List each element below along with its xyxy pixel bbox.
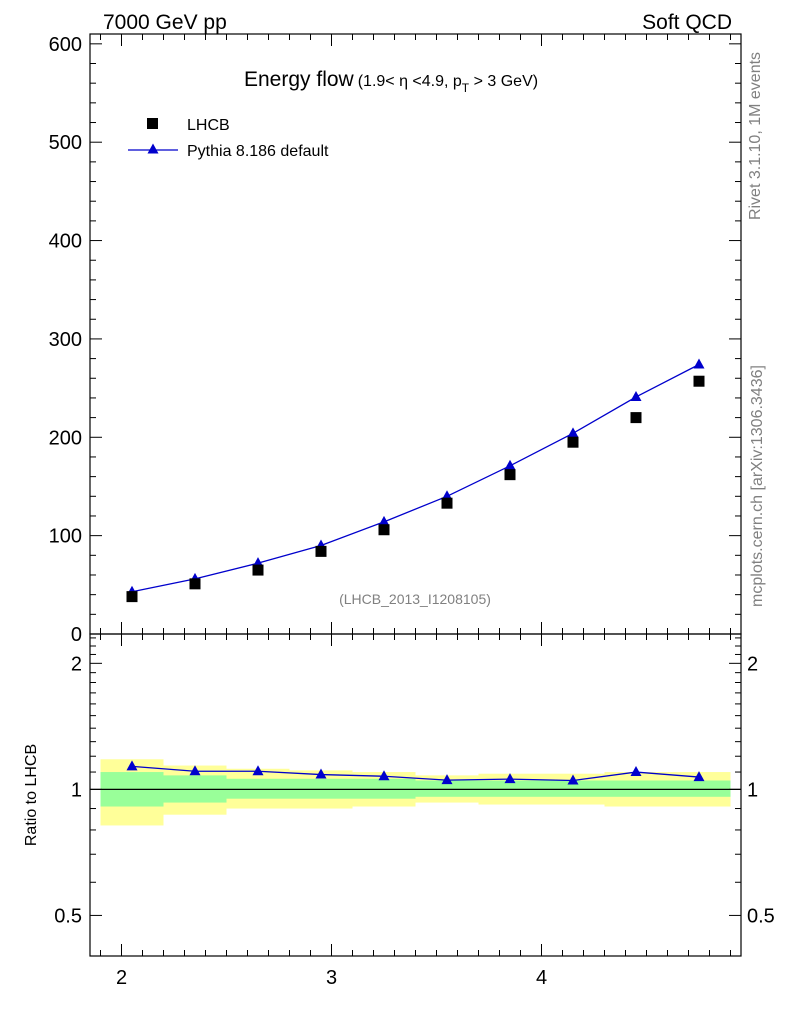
ratio-y-tick-label: 1 xyxy=(71,779,82,801)
lhcb-point xyxy=(126,591,138,603)
pythia-markers xyxy=(126,358,705,596)
analysis-label: (LHCB_2013_I1208105) xyxy=(339,591,491,607)
x-tick-label: 3 xyxy=(326,967,337,989)
ratio-band-inner xyxy=(667,780,731,797)
ratio-pythia-point xyxy=(693,771,705,782)
ratio-pythia-curve xyxy=(131,765,700,782)
ratio-pythia-point xyxy=(126,760,138,771)
lhcb-point xyxy=(504,469,516,481)
ratio-pythia-point xyxy=(189,765,201,776)
lhcb-point xyxy=(441,497,453,509)
main-y-tick-label: 0 xyxy=(71,624,82,646)
pythia-point xyxy=(630,390,642,401)
ratio-panel: 0.5 0.5 1 1 2 2 2 3 4 Ratio to LHCB xyxy=(23,633,775,989)
x-tick-label: 2 xyxy=(116,967,127,989)
ratio-band-inner xyxy=(604,780,668,797)
ratio-pythia-point xyxy=(567,774,579,785)
chart-title-sub-b: > 3 GeV) xyxy=(469,73,538,90)
pythia-point xyxy=(504,459,516,470)
lhcb-point xyxy=(189,578,201,590)
ratio-pythia-markers xyxy=(126,760,705,785)
ratio-y-tick-label-right: 1 xyxy=(747,779,758,801)
ratio-y-tick-label-right: 2 xyxy=(747,653,758,675)
pythia-point xyxy=(378,515,390,526)
ratio-y-tick-label: 0.5 xyxy=(54,905,82,927)
ratio-tick-marks xyxy=(90,634,741,957)
main-y-tick-label: 500 xyxy=(49,132,82,154)
chart-title-main: Energy flow xyxy=(244,68,355,91)
legend-pythia-marker xyxy=(147,143,159,154)
main-panel: 0 100 200 300 400 500 600 Energy flow (1.9< η <… xyxy=(49,33,742,646)
lhcb-data-markers xyxy=(126,375,705,603)
mcplots-label: mcplots.cern.ch [arXiv:1306.3436] xyxy=(749,365,766,607)
lhcb-point xyxy=(315,545,327,557)
energy-label: 7000 GeV pp xyxy=(103,11,227,34)
ratio-band-inner xyxy=(415,780,479,797)
chart-title: Energy flow (1.9< η <4.9, pT > 3 GeV) xyxy=(244,68,538,95)
legend-lhcb-label: LHCB xyxy=(187,117,230,134)
main-tick-marks xyxy=(90,34,741,635)
ratio-band-inner xyxy=(478,780,542,797)
ratio-band-inner xyxy=(352,778,416,799)
ratio-y-tick-label: 2 xyxy=(71,653,82,675)
ratio-pythia-point xyxy=(252,765,264,776)
ratio-pythia-point xyxy=(630,766,642,777)
ratio-pythia-point xyxy=(441,774,453,785)
main-y-tick-label: 600 xyxy=(49,34,82,56)
pythia-curve xyxy=(131,363,700,593)
lhcb-point xyxy=(378,524,390,536)
x-tick-label: 4 xyxy=(536,967,547,989)
ratio-band-inner xyxy=(289,778,353,799)
main-y-tick-labels: 0 100 200 300 400 500 600 xyxy=(49,34,82,646)
main-y-tick-label: 400 xyxy=(49,231,82,253)
chart-title-sub-a: (1.9< η <4.9, p xyxy=(358,73,462,90)
lhcb-point xyxy=(630,412,642,424)
ratio-band-inner xyxy=(541,780,605,797)
ratio-y-axis-label: Ratio to LHCB xyxy=(23,744,40,846)
x-tick-labels: 2 3 4 xyxy=(116,967,547,989)
ratio-pythia-point xyxy=(315,768,327,779)
main-y-tick-label: 200 xyxy=(49,427,82,449)
legend: LHCB Pythia 8.186 default xyxy=(128,117,329,160)
ratio-y-tick-label-right: 0.5 xyxy=(747,905,775,927)
ratio-band-inner xyxy=(226,778,290,799)
pythia-point xyxy=(693,358,705,369)
ratio-pythia-point xyxy=(504,773,516,784)
main-y-tick-label: 100 xyxy=(49,526,82,548)
main-y-tick-label: 300 xyxy=(49,329,82,351)
legend-lhcb-marker xyxy=(147,118,158,129)
legend-pythia-label: Pythia 8.186 default xyxy=(187,143,329,160)
lhcb-point xyxy=(693,375,705,387)
pythia-point xyxy=(567,427,579,438)
lhcb-point xyxy=(567,436,579,448)
ratio-panel-frame xyxy=(89,633,742,957)
ratio-y-tick-labels: 0.5 0.5 1 1 2 2 xyxy=(54,653,775,927)
chart-title-sub-subscript: T xyxy=(462,81,470,95)
lhcb-point xyxy=(252,564,264,576)
process-label: Soft QCD xyxy=(642,11,732,34)
ratio-pythia-point xyxy=(378,770,390,781)
rivet-version-label: Rivet 3.1.10, 1M events xyxy=(747,52,764,220)
